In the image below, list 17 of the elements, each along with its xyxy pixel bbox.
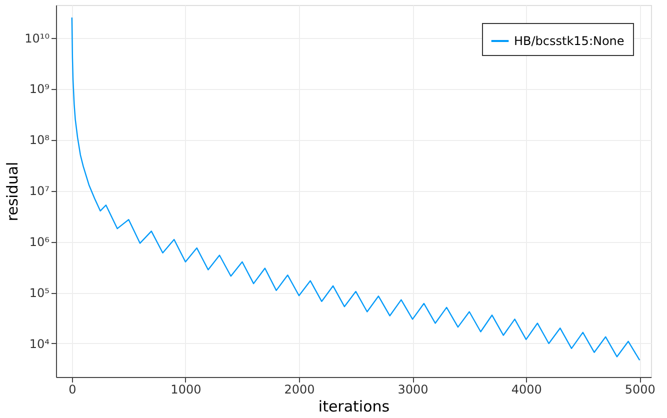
y-axis-title: residual [4,162,22,222]
y-tick-label: 10⁷ [29,184,50,198]
y-tick-label: 10¹⁰ [24,31,50,46]
x-tick-label: 3000 [398,382,428,396]
legend-label: HB/bcsstk15:None [514,34,624,48]
x-tick-label: 5000 [624,382,656,396]
y-tick-label: 10⁶ [29,235,50,250]
x-axis-title: iterations [318,398,390,416]
line-series [71,16,640,361]
x-tick-label: 2000 [284,382,315,396]
y-tick-label: 10⁸ [29,133,50,148]
x-tick-label: 0 [68,382,76,396]
x-tick-label: 4000 [511,382,542,396]
y-tick-label: 10⁴ [29,336,50,351]
y-tick-label: 10⁵ [29,286,50,300]
x-tick-label: 1000 [170,382,202,396]
y-tick-label: 10⁹ [29,82,50,96]
